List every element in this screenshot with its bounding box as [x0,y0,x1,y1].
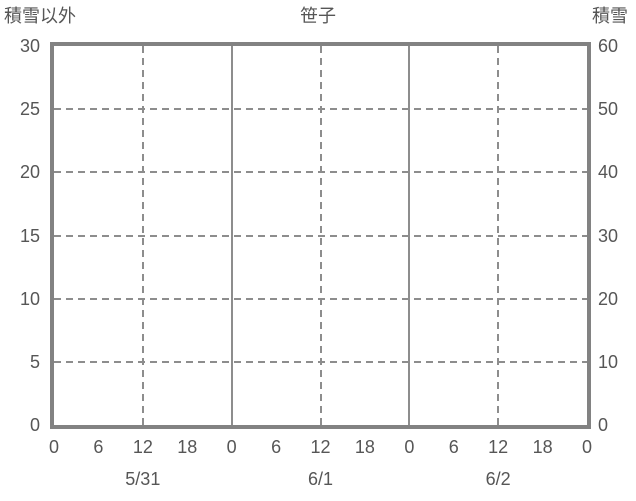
x-axis-hour-label: 0 [581,437,592,457]
chart-title: 笹子 [300,6,336,26]
left-axis-tick-label: 10 [19,288,40,309]
right-axis-tick-label: 60 [598,36,619,56]
x-axis-hour-label: 12 [132,437,153,457]
right-axis-tick-label: 40 [598,162,619,183]
x-axis-hour-label: 6 [448,437,459,457]
x-axis-hour-label: 12 [310,437,331,457]
vertical-dashed-gridline [319,46,322,425]
plot-area [50,42,591,429]
left-axis-tick-label: 30 [19,36,40,56]
right-axis-tick-label: 30 [598,225,619,246]
x-axis-date-label: 5/31 [125,469,161,489]
vertical-solid-gridline [408,46,411,425]
x-axis-hour-label: 0 [48,437,59,457]
x-axis-hour-label: 18 [177,437,198,457]
left-axis-title: 積雪以外 [4,6,76,26]
right-axis-tick-label: 50 [598,99,619,120]
x-axis-hour-label: 6 [93,437,104,457]
x-axis-hour-label: 0 [226,437,237,457]
right-axis-title: 積雪 [592,6,628,26]
right-axis-tick-label: 10 [598,351,619,372]
left-axis-tick-label: 5 [29,351,40,372]
x-axis-date-label: 6/1 [307,469,334,489]
x-axis-date-label: 6/2 [485,469,511,489]
x-axis-hour-label: 12 [488,437,509,457]
right-axis-tick-label: 0 [598,415,609,435]
vertical-dashed-gridline [497,46,500,425]
x-axis-hour-label: 6 [271,437,282,457]
left-axis-tick-label: 20 [19,162,40,183]
vertical-dashed-gridline [141,46,144,425]
left-axis-tick-label: 25 [19,99,40,120]
x-axis-hour-label: 0 [404,437,415,457]
right-axis-tick-label: 20 [598,288,619,309]
vertical-solid-gridline [230,46,233,425]
left-axis-tick-label: 0 [29,415,40,435]
left-axis-tick-label: 15 [19,225,40,246]
x-axis-hour-label: 18 [532,437,553,457]
x-axis-hour-label: 18 [354,437,375,457]
